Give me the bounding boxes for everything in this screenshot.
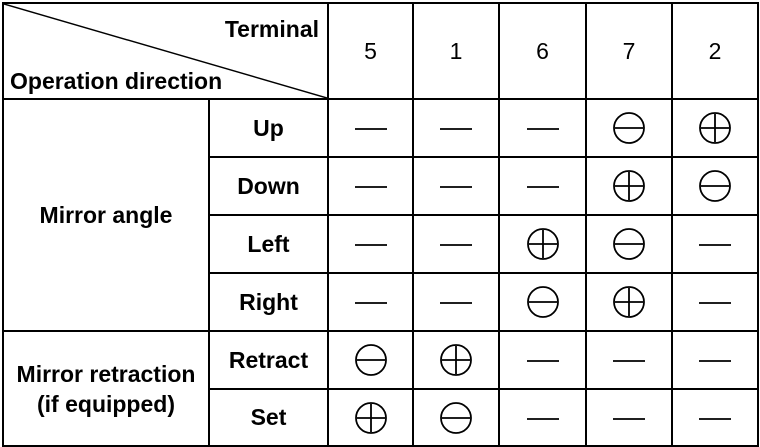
circled-minus-icon bbox=[526, 286, 559, 318]
direction-label: Retract bbox=[208, 330, 329, 390]
direction-label: Up bbox=[208, 98, 329, 158]
connection-cell bbox=[498, 214, 587, 274]
dash-icon bbox=[354, 128, 387, 131]
diagonal-divider bbox=[4, 4, 327, 98]
dash-icon bbox=[440, 128, 472, 131]
dash-icon bbox=[613, 418, 645, 420]
group-label-mirror-retraction: Mirror retraction (if equipped) bbox=[2, 330, 210, 447]
connection-cell bbox=[327, 388, 414, 447]
connection-cell bbox=[498, 156, 587, 216]
connection-cell bbox=[327, 272, 414, 332]
connection-cell bbox=[671, 98, 759, 158]
terminal-number: 5 bbox=[327, 2, 414, 100]
connection-cell bbox=[671, 156, 759, 216]
connection-cell bbox=[327, 156, 414, 216]
terminal-number: 7 bbox=[585, 2, 673, 100]
circled-plus-icon bbox=[613, 286, 645, 318]
dash-icon bbox=[440, 186, 472, 189]
connection-cell bbox=[671, 330, 759, 390]
dash-icon bbox=[699, 244, 731, 247]
circled-plus-icon bbox=[526, 228, 559, 260]
table-row: Right bbox=[3, 272, 759, 332]
connection-cell bbox=[327, 214, 414, 274]
dash-icon bbox=[354, 302, 387, 305]
dash-icon bbox=[613, 360, 645, 363]
dash-icon bbox=[526, 360, 559, 363]
connection-cell bbox=[585, 98, 673, 158]
connection-cell bbox=[327, 330, 414, 390]
connection-cell bbox=[498, 272, 587, 332]
direction-label: Set bbox=[208, 388, 329, 447]
dash-icon bbox=[440, 244, 472, 247]
table-row: Set bbox=[3, 388, 759, 447]
connection-cell bbox=[498, 388, 587, 447]
connection-cell bbox=[671, 214, 759, 274]
connection-cell bbox=[412, 98, 500, 158]
dash-icon bbox=[526, 186, 559, 189]
group-label-line: Mirror retraction bbox=[16, 360, 196, 387]
circled-plus-icon bbox=[354, 401, 387, 434]
connection-cell bbox=[412, 156, 500, 216]
header-corner-cell: Terminal Operation direction bbox=[2, 2, 329, 100]
group-label-mirror-angle: Mirror angle bbox=[2, 98, 210, 332]
connection-cell bbox=[412, 272, 500, 332]
direction-label: Left bbox=[208, 214, 329, 274]
connection-cell bbox=[671, 388, 759, 447]
table-row: Mirror angle Up bbox=[2, 98, 759, 332]
table-row: Mirror retraction (if equipped) Retract bbox=[2, 330, 759, 447]
terminal-header-label: Terminal bbox=[224, 16, 319, 42]
dash-icon bbox=[526, 128, 559, 131]
circled-minus-icon bbox=[699, 170, 731, 202]
dash-icon bbox=[699, 418, 731, 420]
connection-cell bbox=[585, 156, 673, 216]
connection-cell bbox=[585, 330, 673, 390]
terminal-number: 1 bbox=[412, 2, 500, 100]
circled-minus-icon bbox=[354, 344, 387, 376]
terminal-number: 2 bbox=[671, 2, 759, 100]
circled-plus-icon bbox=[440, 344, 472, 376]
connection-cell bbox=[412, 214, 500, 274]
dash-icon bbox=[440, 302, 472, 305]
operation-direction-header-label: Operation direction bbox=[10, 68, 223, 94]
group-label-line: Mirror angle bbox=[39, 202, 173, 228]
group-label-line: (if equipped) bbox=[37, 390, 175, 417]
direction-label: Right bbox=[208, 272, 329, 332]
dash-icon bbox=[354, 244, 387, 247]
connection-cell bbox=[412, 388, 500, 447]
table-row: Down bbox=[3, 156, 759, 216]
connection-cell bbox=[412, 330, 500, 390]
dash-icon bbox=[526, 418, 559, 420]
connection-cell bbox=[585, 272, 673, 332]
dash-icon bbox=[699, 302, 731, 305]
connection-cell bbox=[585, 388, 673, 447]
header-row: Terminal Operation direction 5 1 6 7 2 bbox=[2, 2, 759, 100]
connection-cell bbox=[585, 214, 673, 274]
circled-minus-icon bbox=[440, 401, 472, 434]
connection-cell bbox=[327, 98, 414, 158]
connection-cell bbox=[498, 330, 587, 390]
circled-plus-icon bbox=[699, 112, 731, 144]
direction-label: Down bbox=[208, 156, 329, 216]
circled-minus-icon bbox=[613, 228, 645, 260]
circled-minus-icon bbox=[613, 112, 645, 144]
connection-cell bbox=[498, 98, 587, 158]
terminal-number: 6 bbox=[498, 2, 587, 100]
dash-icon bbox=[354, 186, 387, 189]
connection-cell bbox=[671, 272, 759, 332]
dash-icon bbox=[699, 360, 731, 363]
table-row: Left bbox=[3, 214, 759, 274]
circled-plus-icon bbox=[613, 170, 645, 202]
